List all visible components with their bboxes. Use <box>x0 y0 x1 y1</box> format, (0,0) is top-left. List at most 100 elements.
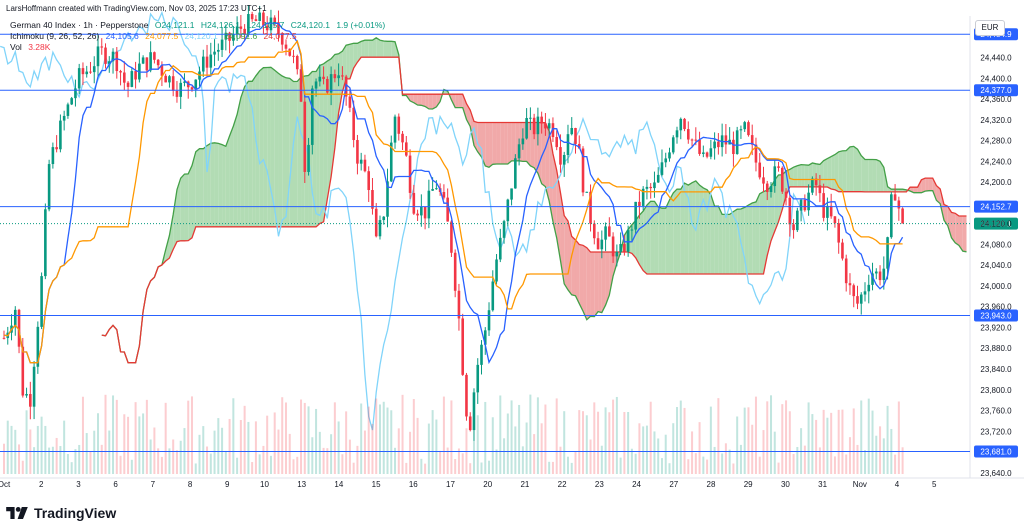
candle-body <box>570 127 574 135</box>
candle-body <box>619 244 622 253</box>
candle-body <box>40 276 43 327</box>
candle-body <box>608 226 611 237</box>
ichimoku-cloud-segment <box>759 191 764 275</box>
candle-body <box>74 88 77 99</box>
ichimoku-cloud-segment <box>740 207 745 275</box>
ichimoku-cloud-segment <box>458 94 463 108</box>
candle-body <box>453 252 457 291</box>
ichimoku-cloud-segment <box>797 164 802 187</box>
ichimoku-cloud-segment <box>598 252 602 313</box>
volume-bar <box>78 444 81 474</box>
candle-body <box>848 283 852 286</box>
candle-body <box>623 244 626 252</box>
ichimoku-cloud-segment <box>921 178 926 193</box>
volume-bar <box>63 420 66 474</box>
candle-body <box>754 144 758 163</box>
candle-body <box>679 118 683 131</box>
volume-bar <box>642 426 645 474</box>
ichimoku-cloud-segment <box>259 67 264 227</box>
volume-bar <box>10 425 13 474</box>
candle-body <box>747 122 750 136</box>
volume-bar <box>822 409 825 474</box>
volume-bar <box>627 412 630 474</box>
volume-bar <box>732 463 735 474</box>
candle-body <box>386 181 389 217</box>
candle-body <box>566 134 570 155</box>
volume-bar <box>348 439 351 474</box>
ichimoku-cloud-segment <box>943 204 948 226</box>
volume-bar <box>638 423 641 474</box>
volume-bar <box>315 408 318 474</box>
symbol-name[interactable]: German 40 Index · 1h · Pepperstone <box>10 20 149 30</box>
ichimoku-cloud-segment <box>496 122 501 164</box>
volume-bar <box>194 463 197 474</box>
candle-body <box>382 216 386 221</box>
horizontal-level-label: 24,377.0 <box>980 86 1012 95</box>
ichimoku-cloud-segment <box>609 252 614 296</box>
candle-body <box>698 139 701 154</box>
candle-body <box>476 364 480 393</box>
candle-body <box>288 48 292 56</box>
candle-body <box>220 39 224 50</box>
currency-button[interactable]: EUR <box>975 20 1005 36</box>
volume-bar <box>623 412 626 474</box>
candle-body <box>649 186 652 189</box>
volume-bar <box>112 395 115 474</box>
candle-body <box>51 147 55 165</box>
volume-bar <box>25 410 28 474</box>
volume-bar <box>469 463 472 474</box>
ichimoku-cloud-segment <box>959 216 963 252</box>
ichimoku-cloud-segment <box>661 208 666 275</box>
candle-body <box>829 205 833 217</box>
time-axis-tick-label: 4 <box>895 480 900 489</box>
ichimoku-cloud-segment <box>383 40 388 58</box>
candle-body <box>796 210 799 231</box>
volume-bar <box>228 418 231 474</box>
candle-body <box>656 174 660 183</box>
volume-bar <box>36 425 39 474</box>
ichimoku-cloud-segment <box>282 75 286 227</box>
candle-body <box>292 55 295 57</box>
candle-body <box>604 226 607 240</box>
volume-bar <box>867 398 870 474</box>
volume-bar <box>691 431 694 474</box>
volume-bar <box>698 422 701 474</box>
volume-bar <box>713 446 716 474</box>
candle-body <box>814 178 818 186</box>
candle-body <box>247 14 250 35</box>
volume-bar <box>363 430 366 474</box>
ichimoku-cloud-segment <box>537 122 542 184</box>
candle-body <box>856 296 859 304</box>
candle-body <box>107 61 111 64</box>
candle-body <box>615 252 619 257</box>
candle-body <box>149 52 152 71</box>
volume-bar <box>96 413 99 474</box>
ohlc-open: O24,121.1 <box>154 20 195 30</box>
volume-bar <box>371 423 374 474</box>
volume-bar <box>510 400 513 474</box>
volume-bar <box>307 406 310 474</box>
ichimoku-cloud-segment <box>838 150 843 192</box>
price-axis-tick-label: 23,640.0 <box>980 469 1012 478</box>
volume-row: Vol 3.28K <box>10 42 389 53</box>
ichimoku-cloud-segment <box>913 187 918 193</box>
volume-bar <box>785 400 788 474</box>
ichimoku-label[interactable]: Ichimoku (9, 26, 52, 26) <box>10 31 100 41</box>
volume-bar <box>811 414 814 474</box>
candle-body <box>468 416 472 431</box>
volume-bar <box>536 397 539 474</box>
ichimoku-cloud-segment <box>567 220 572 295</box>
price-axis-tick-label: 23,960.0 <box>980 303 1012 312</box>
candle-body <box>461 318 465 375</box>
volume-bar <box>901 447 904 474</box>
volume-label[interactable]: Vol <box>10 42 22 52</box>
horizontal-level-tag <box>974 200 1018 213</box>
volume-bar <box>807 402 810 474</box>
candle-body <box>784 191 788 198</box>
price-axis-tick-label: 24,040.0 <box>980 261 1012 270</box>
ichimoku-cloud-segment <box>605 252 610 306</box>
candle-body <box>641 188 645 206</box>
ichimoku-cloud-segment <box>868 159 873 192</box>
ichimoku-cloud-segment <box>955 213 960 246</box>
